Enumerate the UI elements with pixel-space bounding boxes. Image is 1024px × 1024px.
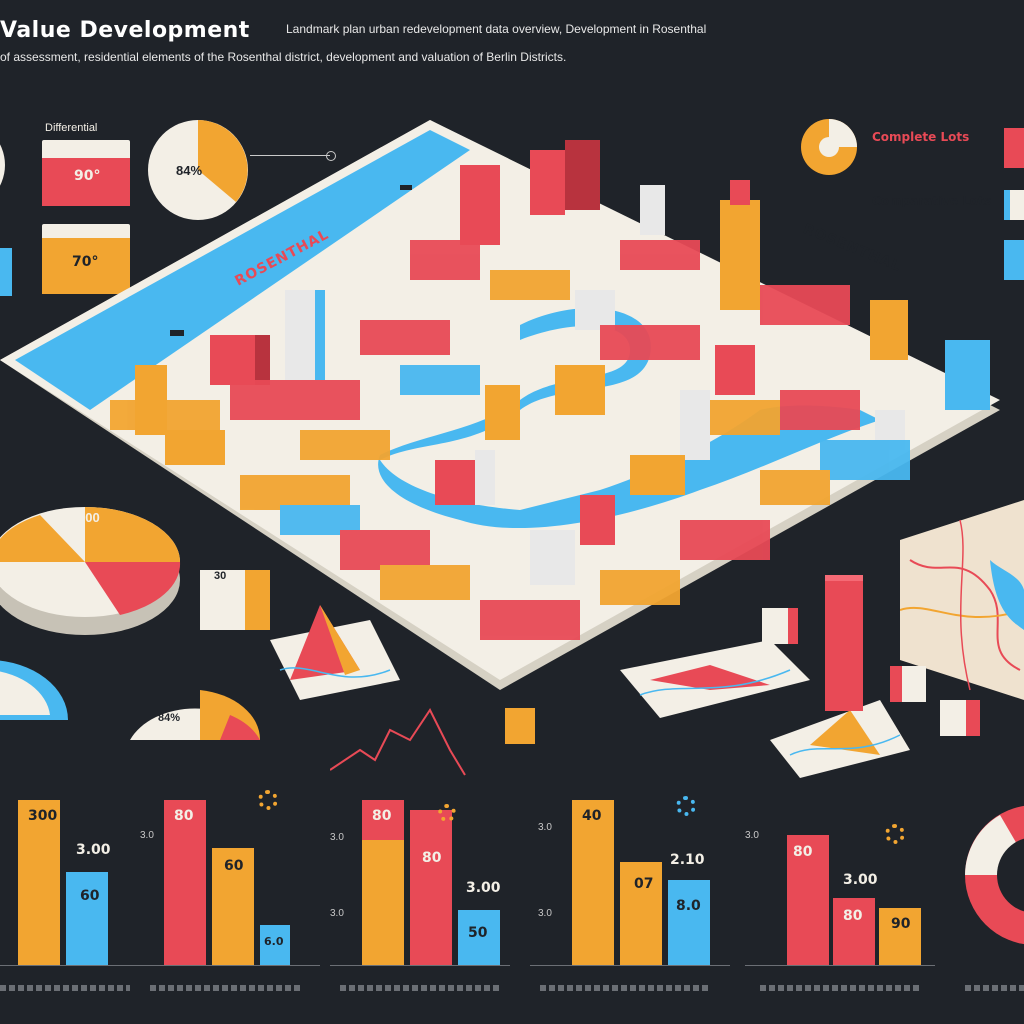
bar-2c <box>260 925 290 965</box>
page-subtitle-line1: Landmark plan urban redevelopment data o… <box>286 22 707 36</box>
bar-4a-label: 40 <box>582 808 602 824</box>
tall-red-block <box>825 575 863 711</box>
bar-1-mid-label: 3.00 <box>76 842 111 858</box>
bar-3c <box>458 910 500 965</box>
bar-chart-2-tick: 3.0 <box>140 830 154 841</box>
bar-4c <box>668 880 710 965</box>
bar-3a-top <box>362 840 404 965</box>
left-semicircle <box>0 120 30 210</box>
bar-chart-5-tick: 3.0 <box>745 830 759 841</box>
bar-2a-label: 80 <box>174 808 194 824</box>
donut-chart-right <box>960 800 1024 950</box>
bar-3-mid-label: 3.00 <box>466 880 501 896</box>
bar-chart-3-axis <box>330 965 510 966</box>
pie-chart-3d-label: 300 <box>78 510 100 525</box>
bar-2b <box>212 848 254 965</box>
stat-card-1: 90° <box>42 140 130 206</box>
pie-chart-3d: 300 <box>0 480 185 640</box>
bar-2a <box>164 800 206 965</box>
caption-3 <box>340 985 500 991</box>
bar-chart-5-axis <box>745 965 935 966</box>
bar-3b <box>410 810 452 965</box>
pie-chart-top: 84% <box>146 118 250 222</box>
bar-1b <box>66 872 108 965</box>
bar-4b <box>620 862 662 965</box>
half-pie-chart: 84% <box>130 680 270 750</box>
bar-5c <box>879 908 921 965</box>
stat-card-1-value: 90° <box>74 168 101 184</box>
bar-5a-label: 80 <box>793 844 813 860</box>
bar-chart-4-tick-1: 3.0 <box>538 822 552 833</box>
small-cube-white-2 <box>940 700 980 736</box>
bar-4-mid-label: 2.10 <box>670 852 705 868</box>
bar-1a-label: 300 <box>28 808 58 824</box>
bar-2c-label: 6.0 <box>264 935 284 948</box>
bar-chart-4: 3.0 3.0 40 07 2.10 8.0 <box>530 790 730 970</box>
bar-3a-label: 80 <box>372 808 392 824</box>
legend-item-2: Comparative Lots <box>872 194 992 208</box>
bar-4c-label: 8.0 <box>676 898 701 914</box>
bar-chart-4-tick-2: 3.0 <box>538 908 552 919</box>
pie-chart-top-label: 84% <box>176 163 203 178</box>
bar-chart-2-axis <box>140 965 320 966</box>
legend-swatch-blue-2 <box>1004 240 1024 280</box>
bar-5-mid-label: 3.00 <box>843 872 878 888</box>
legend-item-1: Complete Lots <box>872 130 970 144</box>
bar-2b-label: 60 <box>224 858 244 874</box>
half-pie-left <box>0 660 80 730</box>
left-panel-label: Differential <box>45 122 98 134</box>
bar-3b-label: 80 <box>422 850 442 866</box>
caption-1 <box>0 985 130 991</box>
sun-icon <box>438 804 456 822</box>
bar-5a <box>787 835 829 965</box>
isometric-map <box>0 110 1024 710</box>
caption-2 <box>150 985 300 991</box>
bar-chart-4-axis <box>530 965 730 966</box>
gear-icon <box>258 790 278 810</box>
left-blue-block <box>0 248 12 296</box>
connector-line <box>250 155 330 156</box>
caption-5 <box>760 985 920 991</box>
cube-block-label: 30 <box>214 570 227 582</box>
half-pie-chart-label: 84% <box>158 712 181 724</box>
bar-5c-label: 90 <box>891 916 911 932</box>
bar-4a <box>572 800 614 965</box>
gear-icon-blue <box>676 796 696 816</box>
small-cube-white <box>890 666 926 702</box>
page-subtitle-line2: of assessment, residential elements of t… <box>0 50 567 64</box>
bar-chart-3-tick-2: 3.0 <box>330 908 344 919</box>
bar-chart-2: 3.0 80 60 6.0 <box>140 790 320 970</box>
bar-3c-label: 50 <box>468 925 488 941</box>
bar-chart-1: 300 3.00 60 <box>0 790 140 970</box>
small-cube-red <box>762 608 798 644</box>
bar-chart-3: 3.0 3.0 80 80 3.00 50 <box>330 790 510 970</box>
stat-card-2: 70° <box>42 224 130 294</box>
small-cube <box>505 708 535 744</box>
legend-swatch-blue <box>1004 190 1024 220</box>
bar-4b-label: 07 <box>634 876 654 892</box>
bar-chart-5: 3.0 80 3.00 80 90 <box>745 790 935 970</box>
stat-card-2-value: 70° <box>72 254 99 270</box>
bar-1a <box>18 800 60 965</box>
house-clusters <box>110 240 910 640</box>
pin-icon <box>326 151 336 161</box>
bar-chart-3-tick-1: 3.0 <box>330 832 344 843</box>
gear-icon-small <box>885 824 905 844</box>
inset-map <box>899 500 1024 700</box>
line-sparkline <box>329 700 470 780</box>
peak-chart-card-2 <box>620 640 810 720</box>
caption-6 <box>965 985 1024 991</box>
caption-4 <box>540 985 710 991</box>
bar-1b-label: 60 <box>80 888 100 904</box>
bar-chart-1-axis <box>0 965 140 966</box>
peak-chart-card <box>250 600 410 710</box>
bar-5b-label: 80 <box>843 908 863 924</box>
legend-swatch-red <box>1004 128 1024 168</box>
bar-5b <box>833 898 875 965</box>
cube-block: 30 <box>200 560 270 630</box>
legend-pie-icon <box>800 118 858 176</box>
page-title: Value Development <box>0 18 250 43</box>
peak-chart-card-3 <box>770 700 910 780</box>
